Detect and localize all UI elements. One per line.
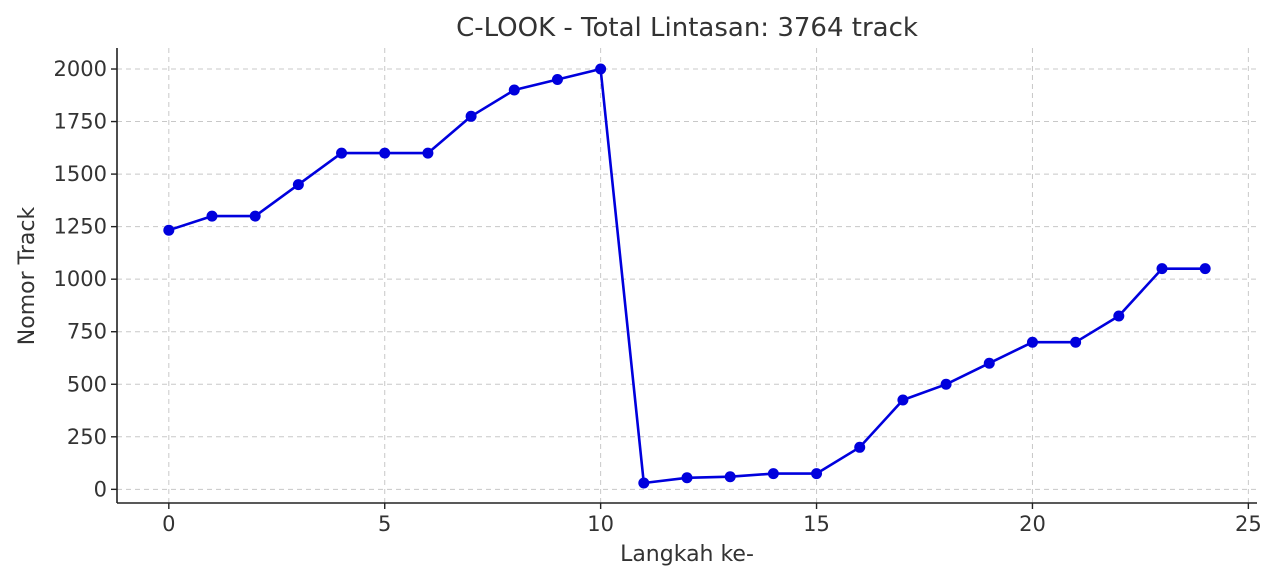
y-tick-label: 250 xyxy=(67,425,107,449)
data-point xyxy=(551,74,563,86)
x-tick-label: 20 xyxy=(1019,512,1046,536)
y-tick-label: 1500 xyxy=(54,162,107,186)
x-tick-label: 0 xyxy=(162,512,175,536)
data-point xyxy=(897,394,909,406)
data-point xyxy=(1156,263,1168,275)
data-point xyxy=(811,468,823,480)
data-point xyxy=(163,224,175,236)
y-tick-label: 1250 xyxy=(54,215,107,239)
data-point xyxy=(336,147,348,159)
data-point xyxy=(767,468,779,480)
data-point xyxy=(1070,336,1082,348)
x-tick-label: 5 xyxy=(378,512,391,536)
data-point xyxy=(854,441,866,453)
y-tick-label: 1000 xyxy=(54,267,107,291)
data-point xyxy=(638,477,650,489)
data-point xyxy=(249,210,261,222)
y-tick-label: 1750 xyxy=(54,110,107,134)
x-tick-label: 25 xyxy=(1235,512,1262,536)
x-axis-label: Langkah ke- xyxy=(620,542,754,567)
grid xyxy=(117,48,1257,503)
x-tick-label: 15 xyxy=(803,512,830,536)
data-point xyxy=(940,378,952,390)
y-tick-label: 500 xyxy=(67,372,107,396)
x-tick-label: 10 xyxy=(587,512,614,536)
data-point xyxy=(465,110,477,122)
data-point xyxy=(1113,310,1125,322)
data-point xyxy=(681,472,693,484)
axes xyxy=(116,48,1257,504)
y-tick-label: 2000 xyxy=(54,57,107,81)
data-point xyxy=(724,471,736,483)
series xyxy=(163,63,1211,489)
data-point xyxy=(983,357,995,369)
data-point xyxy=(379,147,391,159)
data-point xyxy=(1026,336,1038,348)
y-tick-label: 750 xyxy=(67,320,107,344)
data-point xyxy=(206,210,218,222)
data-point xyxy=(508,84,520,96)
y-axis-label: Nomor Track xyxy=(15,207,40,346)
chart-title: C-LOOK - Total Lintasan: 3764 track xyxy=(456,13,918,43)
data-point xyxy=(292,179,304,191)
data-point xyxy=(422,147,434,159)
data-point xyxy=(1199,263,1211,275)
y-tick-label: 0 xyxy=(94,477,107,501)
series-line xyxy=(168,67,1206,485)
data-point xyxy=(595,63,607,75)
